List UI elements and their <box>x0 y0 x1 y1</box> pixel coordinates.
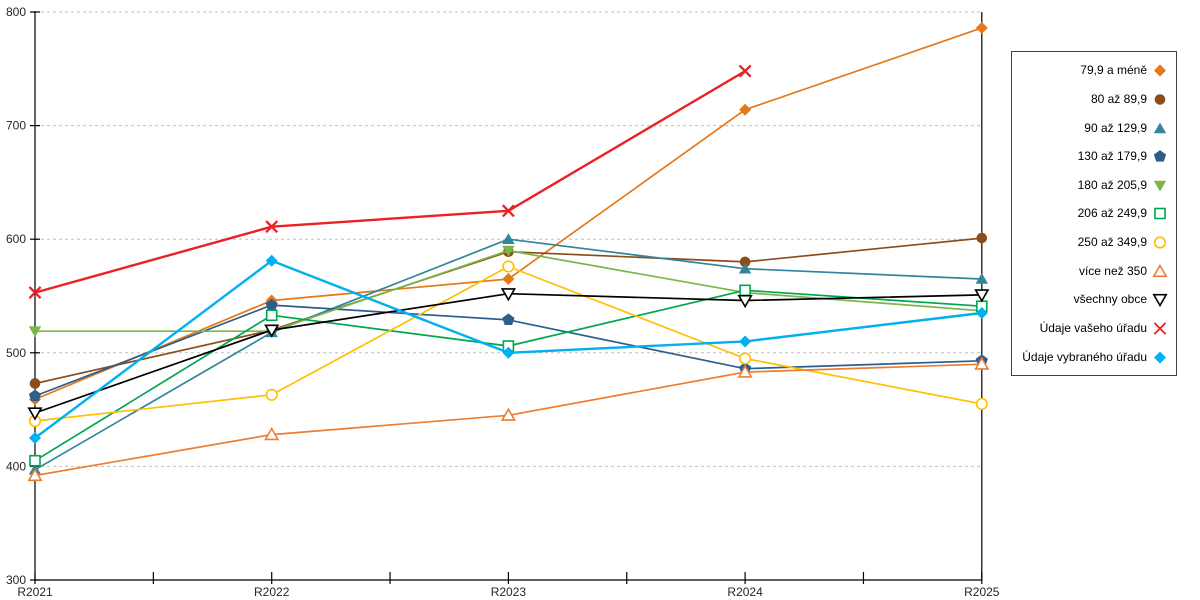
x-tick-label: R2024 <box>727 585 763 599</box>
series-250-a-349-9 <box>28 260 988 428</box>
legend-item: 90 až 129,9 <box>1016 120 1168 136</box>
legend-item: 130 až 179,9 <box>1016 148 1168 164</box>
legend-item: 180 až 205,9 <box>1016 177 1168 193</box>
legend-item: 206 až 249,9 <box>1016 205 1168 221</box>
y-tick-label: 300 <box>6 573 26 587</box>
circle-marker-icon <box>1152 91 1168 107</box>
legend-label: 250 až 349,9 <box>1077 235 1147 250</box>
circle-open-marker-icon <box>1152 234 1168 250</box>
legend-item: více než 350 <box>1016 263 1168 279</box>
series--daje-vybran-ho-adu <box>29 254 988 444</box>
y-tick-label: 500 <box>6 346 26 360</box>
y-tick-label: 700 <box>6 119 26 133</box>
legend-label: více než 350 <box>1078 263 1147 278</box>
legend-label: všechny obce <box>1073 292 1147 307</box>
series-206-a-249-9 <box>29 284 988 467</box>
legend-label: 79,9 a méně <box>1080 63 1147 78</box>
y-tick-label: 800 <box>6 5 26 19</box>
legend-label: 130 až 179,9 <box>1077 149 1147 164</box>
x-tick-label: R2025 <box>964 585 1000 599</box>
triangle-down-open-marker-icon <box>1152 291 1168 308</box>
triangle-down-marker-icon <box>1152 177 1168 193</box>
legend-item: Údaje vybraného úřadu <box>1016 349 1168 365</box>
diamond-marker-icon <box>1152 62 1168 78</box>
x-tick-label: R2023 <box>491 585 527 599</box>
legend-label: 80 až 89,9 <box>1090 91 1147 106</box>
legend-item: všechny obce <box>1016 291 1168 308</box>
legend-item: 80 až 89,9 <box>1016 91 1168 107</box>
series-v-ce-ne-350 <box>27 356 990 482</box>
triangle-up-marker-icon <box>1152 120 1168 136</box>
legend-label: 206 až 249,9 <box>1077 206 1147 221</box>
legend-item: Údaje vašeho úřadu <box>1016 320 1168 336</box>
legend-item: 250 až 349,9 <box>1016 234 1168 250</box>
legend-label: Údaje vašeho úřadu <box>1039 320 1147 335</box>
legend: 79,9 a méně 80 až 89,9 90 až 129,9 130 a… <box>1011 51 1177 376</box>
x-tick-label: R2021 <box>17 585 53 599</box>
legend-item: 79,9 a méně <box>1016 62 1168 78</box>
diamond-marker-icon <box>1152 349 1168 365</box>
square-open-marker-icon <box>1152 205 1168 221</box>
pentagon-marker-icon <box>1152 148 1168 164</box>
series--daje-va-eho-adu <box>28 64 752 300</box>
triangle-open-marker-icon <box>1152 263 1168 279</box>
y-tick-label: 600 <box>6 232 26 246</box>
series-v-echny-obce <box>27 288 990 421</box>
legend-label: 180 až 205,9 <box>1077 177 1147 192</box>
x-marker-icon <box>1152 320 1168 336</box>
y-tick-label: 400 <box>6 459 26 473</box>
legend-label: 90 až 129,9 <box>1084 120 1147 135</box>
legend-label: Údaje vybraného úřadu <box>1022 349 1147 364</box>
x-tick-label: R2022 <box>254 585 290 599</box>
